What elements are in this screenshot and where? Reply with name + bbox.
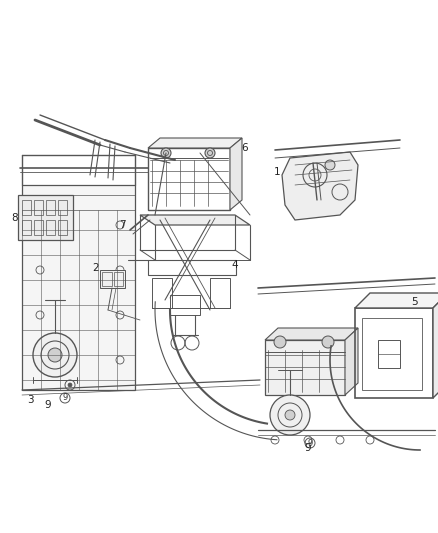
Polygon shape [140, 215, 250, 225]
Polygon shape [22, 185, 135, 390]
Circle shape [322, 336, 334, 348]
Bar [210, 278, 230, 308]
Polygon shape [433, 293, 438, 398]
Text: 7: 7 [119, 220, 125, 230]
Bar [114, 272, 123, 286]
Circle shape [48, 348, 62, 362]
Text: 5: 5 [412, 297, 418, 307]
Circle shape [270, 395, 310, 435]
Polygon shape [265, 328, 358, 340]
Polygon shape [282, 152, 358, 220]
Circle shape [205, 148, 215, 158]
Bar [378, 340, 400, 368]
Text: 9: 9 [307, 439, 313, 448]
Bar [46, 220, 55, 235]
Text: 4: 4 [232, 260, 238, 270]
Bar [46, 200, 55, 215]
Circle shape [285, 410, 295, 420]
Bar [148, 260, 236, 275]
Bar [265, 340, 345, 395]
Polygon shape [345, 328, 358, 395]
Circle shape [325, 160, 335, 170]
Bar [170, 295, 200, 315]
Polygon shape [355, 293, 438, 308]
Circle shape [68, 383, 72, 387]
Text: 2: 2 [93, 263, 99, 273]
Text: 9: 9 [62, 393, 67, 402]
Text: 9: 9 [305, 443, 311, 453]
Bar [34, 200, 43, 215]
Bar [362, 318, 422, 390]
Polygon shape [230, 138, 242, 210]
Bar [22, 200, 31, 215]
Bar [22, 220, 31, 235]
Text: 3: 3 [27, 395, 33, 405]
Bar [148, 148, 230, 210]
Bar [102, 272, 112, 286]
Text: 9: 9 [45, 400, 51, 410]
Text: 1: 1 [274, 167, 280, 177]
Bar [100, 270, 125, 288]
Circle shape [274, 336, 286, 348]
Bar [355, 308, 433, 398]
Bar [18, 195, 73, 240]
Circle shape [33, 333, 77, 377]
Circle shape [161, 148, 171, 158]
Bar [34, 220, 43, 235]
Text: 8: 8 [12, 213, 18, 223]
Bar [58, 200, 67, 215]
Bar [152, 278, 172, 308]
Polygon shape [148, 138, 242, 148]
Text: 6: 6 [242, 143, 248, 153]
Bar [58, 220, 67, 235]
